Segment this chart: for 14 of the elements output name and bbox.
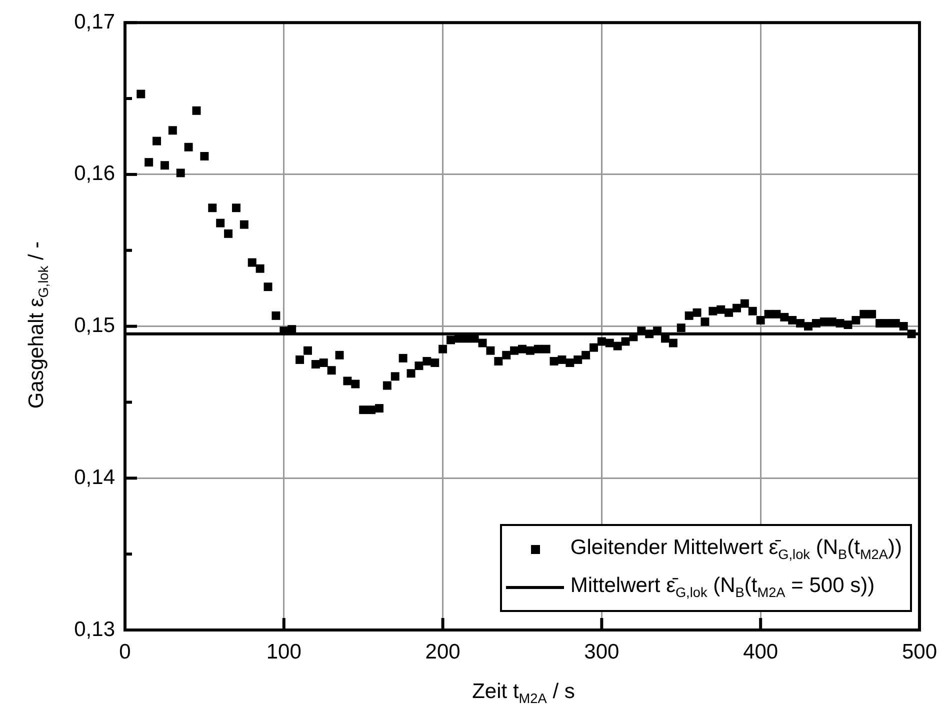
x-tick-label: 300 [584,640,620,664]
x-axis-title: Zeit t$_{M2A}$ / s [471,680,576,706]
x-tick-label: 400 [743,640,778,664]
y-tick-label: 0,16 [74,162,115,186]
y-tick-label: 0,17 [74,10,115,34]
y-tick-label: 0,13 [74,618,115,641]
x-tick-label: 500 [902,640,938,664]
y-tick-label: 0,15 [74,314,115,338]
x-tick-label: 0 [119,640,131,664]
x-tick-label: 100 [266,640,302,664]
legend-label: Mittelwert ε̄$_{G,lok}$ (N$_{B}$(t$_{M2A}$ = 500 s)) [570,574,875,600]
x-tick-label: 200 [425,640,460,664]
y-tick-label: 0,14 [74,466,116,489]
legend-label: Gleitender Mittelwert ε̄$_{G,lok}$ (N$_{B}$(t$_{M2A}$)) [570,536,902,562]
